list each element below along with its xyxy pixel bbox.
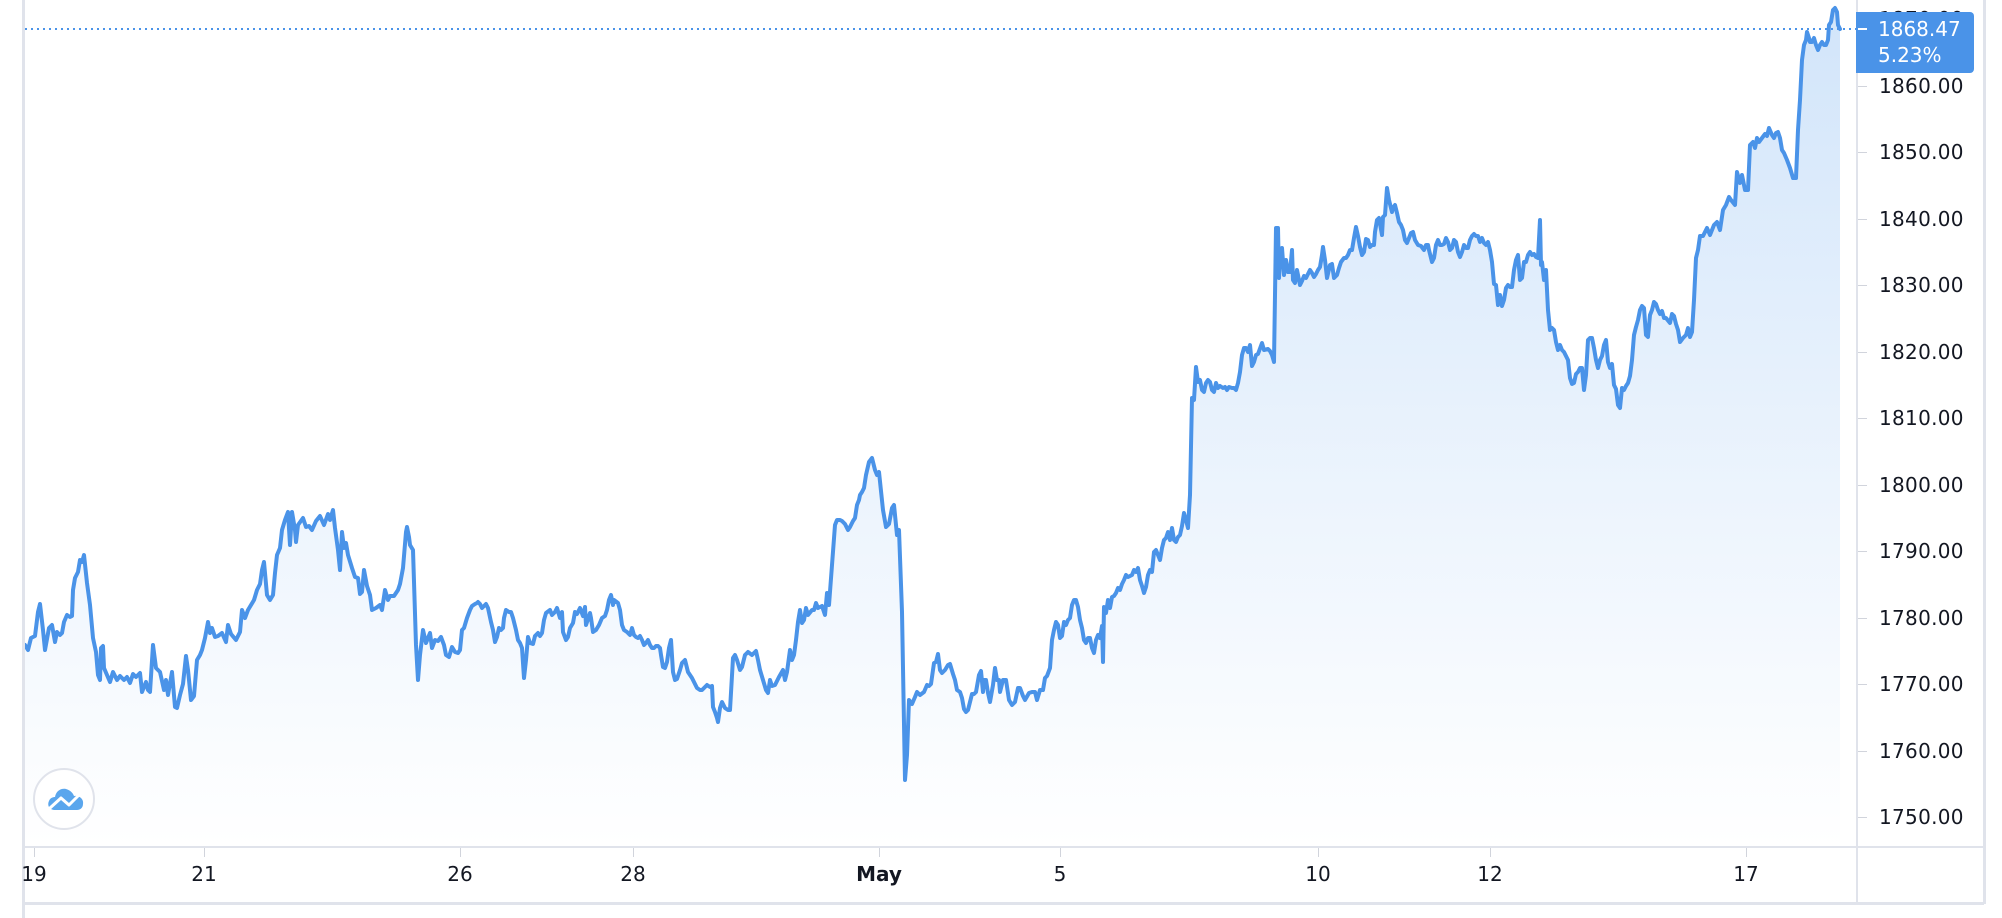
- price-tick: [1858, 551, 1867, 552]
- price-label: 1760.00: [1879, 739, 1964, 763]
- price-tick: [1858, 485, 1867, 486]
- tradingview-logo-button[interactable]: [33, 768, 95, 830]
- price-tick: [1858, 684, 1867, 685]
- cloud-chart-icon: [48, 788, 84, 810]
- price-tick: [1858, 418, 1867, 419]
- last-price-change: 5.23%: [1878, 43, 1942, 67]
- time-label: 10: [1305, 862, 1331, 886]
- time-tick: [1746, 848, 1747, 857]
- time-tick: [1060, 848, 1061, 857]
- price-tick: [1858, 152, 1867, 153]
- last-price-value: 1868.47: [1878, 17, 1961, 41]
- time-tick: [460, 848, 461, 857]
- time-tick: [1490, 848, 1491, 857]
- price-area-fill: [25, 8, 1840, 846]
- price-tick: [1858, 285, 1867, 286]
- time-label: 12: [1477, 862, 1503, 886]
- time-label: 28: [620, 862, 646, 886]
- price-tick: [1858, 751, 1867, 752]
- price-label: 1780.00: [1879, 606, 1964, 630]
- price-tick: [1858, 86, 1867, 87]
- price-label: 1820.00: [1879, 340, 1964, 364]
- chart-left-border: [22, 0, 25, 918]
- price-label: 1810.00: [1879, 406, 1964, 430]
- price-label: 1860.00: [1879, 74, 1964, 98]
- last-price-badge: 1868.47 5.23%: [1856, 12, 1974, 73]
- price-label: 1790.00: [1879, 539, 1964, 563]
- time-label: 17: [1733, 862, 1759, 886]
- price-label: 1830.00: [1879, 273, 1964, 297]
- time-label: 21: [191, 862, 217, 886]
- time-tick: [1318, 848, 1319, 857]
- time-tick: [879, 848, 880, 857]
- price-line: [25, 6, 1842, 782]
- time-label: 19: [21, 862, 47, 886]
- price-tick: [1858, 352, 1867, 353]
- price-tick: [1858, 618, 1867, 619]
- price-axis-separator: [1856, 0, 1858, 904]
- time-label-month: May: [856, 862, 902, 886]
- price-label: 1850.00: [1879, 140, 1964, 164]
- time-label: 5: [1053, 862, 1067, 886]
- time-axis-bottom-border: [24, 902, 1984, 905]
- time-axis-top-border: [24, 846, 1984, 848]
- price-label: 1800.00: [1879, 473, 1964, 497]
- price-tick: [1858, 219, 1867, 220]
- time-tick: [34, 848, 35, 857]
- price-tick: [1858, 817, 1867, 818]
- badge-tick: [1858, 28, 1867, 30]
- time-tick: [204, 848, 205, 857]
- chart-right-border: [1983, 0, 1986, 904]
- time-tick: [633, 848, 634, 857]
- price-label: 1770.00: [1879, 672, 1964, 696]
- price-label: 1840.00: [1879, 207, 1964, 231]
- time-label: 26: [447, 862, 473, 886]
- price-label: 1750.00: [1879, 805, 1964, 829]
